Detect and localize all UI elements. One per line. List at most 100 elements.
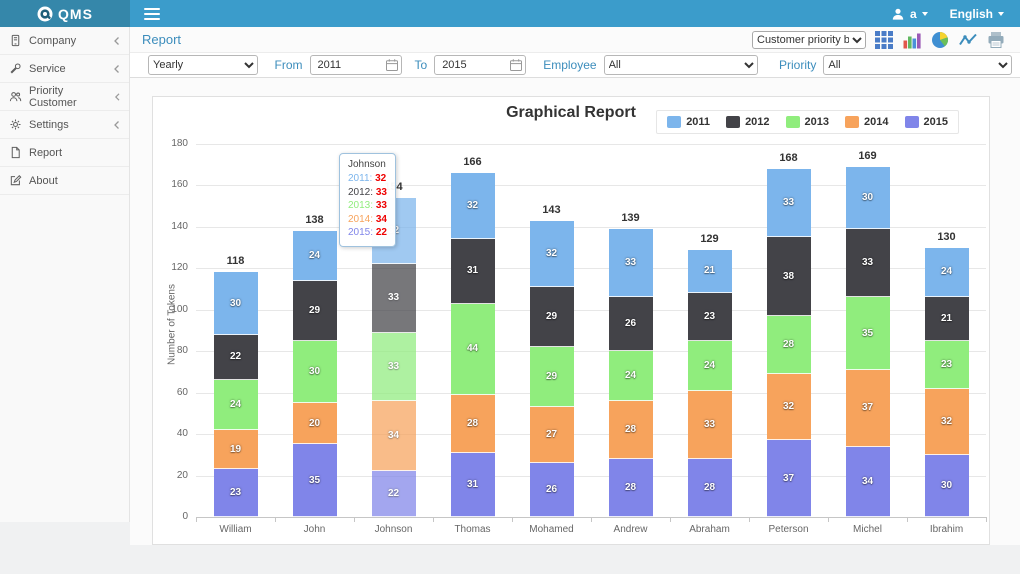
bar-segment-2013-michel[interactable]: 35 [846, 297, 890, 370]
legend-item-2011[interactable]: 2011 [667, 116, 710, 128]
legend-item-2014[interactable]: 2014 [845, 116, 888, 128]
bar-segment-2013-ibrahim[interactable]: 23 [925, 341, 969, 389]
bar-segment-2012-john[interactable]: 29 [293, 281, 337, 341]
from-label: From [275, 58, 303, 72]
legend-item-2012[interactable]: 2012 [726, 116, 769, 128]
bar-segment-2014-william[interactable]: 19 [214, 430, 258, 469]
bar-segment-2014-andrew[interactable]: 28 [609, 401, 653, 459]
sidebar-item-priority-customer[interactable]: Priority Customer [0, 83, 129, 111]
pie-chart-view-icon[interactable] [929, 29, 950, 50]
bar-segment-2011-abraham[interactable]: 21 [688, 250, 732, 294]
chevron-left-icon [113, 120, 121, 130]
bar-segment-2015-thomas[interactable]: 31 [451, 453, 495, 517]
line-chart-view-icon[interactable] [957, 29, 978, 50]
bar-segment-2013-john[interactable]: 30 [293, 341, 337, 403]
bar-segment-2012-thomas[interactable]: 31 [451, 239, 495, 303]
user-menu[interactable]: a [891, 7, 928, 21]
bar-segment-value: 32 [546, 248, 557, 259]
app-logo-text: QMS [58, 6, 93, 22]
priority-select[interactable]: All [823, 55, 1012, 75]
y-axis-tick-label: 160 [156, 179, 188, 190]
bar-segment-2012-abraham[interactable]: 23 [688, 293, 732, 341]
bar-segment-2015-johnson[interactable]: 22 [372, 471, 416, 517]
bar-segment-2013-abraham[interactable]: 24 [688, 341, 732, 391]
breadcrumb[interactable]: Report [142, 32, 181, 47]
bar-total-label: 169 [828, 150, 907, 162]
y-axis-tick-label: 0 [156, 511, 188, 522]
bar-segment-2014-ibrahim[interactable]: 32 [925, 389, 969, 455]
sidebar-item-service[interactable]: Service [0, 55, 129, 83]
bar-segment-2014-michel[interactable]: 37 [846, 370, 890, 447]
bar-segment-2011-peterson[interactable]: 33 [767, 169, 811, 237]
sidebar-item-company[interactable]: Company [0, 27, 129, 55]
bar-segment-2012-william[interactable]: 22 [214, 335, 258, 381]
bar-segment-2011-william[interactable]: 30 [214, 272, 258, 334]
sidebar-item-label: Report [29, 147, 62, 159]
y-axis-title: Number of Tokens [167, 270, 178, 380]
bar-segment-2013-johnson[interactable]: 33 [372, 333, 416, 401]
bar-segment-2013-andrew[interactable]: 24 [609, 351, 653, 401]
legend-label: 2014 [864, 116, 888, 128]
bar-segment-2012-andrew[interactable]: 26 [609, 297, 653, 351]
bar-segment-2014-thomas[interactable]: 28 [451, 395, 495, 453]
bar-segment-2015-ibrahim[interactable]: 30 [925, 455, 969, 517]
bar-segment-2012-ibrahim[interactable]: 21 [925, 297, 969, 341]
bar-total-label: 139 [591, 212, 670, 224]
bar-segment-2014-john[interactable]: 20 [293, 403, 337, 444]
bar-segment-2014-abraham[interactable]: 33 [688, 391, 732, 459]
sidebar-item-settings[interactable]: Settings [0, 111, 129, 139]
report-view-select[interactable]: Customer priority based [752, 31, 866, 49]
bar-segment-value: 23 [704, 311, 715, 322]
priority-customer-icon [9, 90, 22, 103]
bar-segment-value: 24 [230, 399, 241, 410]
bar-segment-2013-mohamed[interactable]: 29 [530, 347, 574, 407]
bar-segment-value: 24 [625, 370, 636, 381]
table-view-icon[interactable] [873, 29, 894, 50]
bar-segment-2013-peterson[interactable]: 28 [767, 316, 811, 374]
bar-segment-2012-johnson[interactable]: 33 [372, 264, 416, 332]
legend-item-2015[interactable]: 2015 [905, 116, 948, 128]
employee-select[interactable]: All [604, 55, 758, 75]
bar-segment-2013-william[interactable]: 24 [214, 380, 258, 430]
bar-segment-2011-mohamed[interactable]: 32 [530, 221, 574, 287]
legend-item-2013[interactable]: 2013 [786, 116, 829, 128]
period-select[interactable]: Yearly [148, 55, 258, 75]
bar-segment-2015-mohamed[interactable]: 26 [530, 463, 574, 517]
bar-segment-2015-michel[interactable]: 34 [846, 447, 890, 517]
bar-segment-2012-peterson[interactable]: 38 [767, 237, 811, 316]
bar-segment-2011-john[interactable]: 24 [293, 231, 337, 281]
print-icon[interactable] [985, 29, 1006, 50]
bar-segment-2015-andrew[interactable]: 28 [609, 459, 653, 517]
bar-segment-value: 30 [941, 480, 952, 491]
bar-segment-2011-ibrahim[interactable]: 24 [925, 248, 969, 298]
bar-segment-2015-john[interactable]: 35 [293, 444, 337, 517]
bar-segment-2011-michel[interactable]: 30 [846, 167, 890, 229]
x-axis-tick [591, 517, 592, 522]
bar-segment-2015-peterson[interactable]: 37 [767, 440, 811, 517]
legend-swatch [905, 116, 919, 128]
bar-segment-2015-abraham[interactable]: 28 [688, 459, 732, 517]
sidebar-item-label: Priority Customer [29, 85, 107, 109]
sidebar-item-report[interactable]: Report [0, 139, 129, 167]
bar-segment-value: 34 [388, 430, 399, 441]
bar-chart-view-icon[interactable] [901, 29, 922, 50]
bar-segment-value: 24 [941, 266, 952, 277]
bar-segment-value: 22 [230, 351, 241, 362]
x-axis-category-label: Michel [828, 524, 907, 535]
bar-segment-2011-thomas[interactable]: 32 [451, 173, 495, 239]
language-menu[interactable]: English [950, 7, 1004, 21]
tooltip-row: 2014: 34 [348, 213, 387, 227]
bar-segment-2013-thomas[interactable]: 44 [451, 304, 495, 395]
sidebar-item-about[interactable]: About [0, 167, 129, 195]
bar-segment-2014-mohamed[interactable]: 27 [530, 407, 574, 463]
bar-segment-2012-michel[interactable]: 33 [846, 229, 890, 297]
bar-segment-2011-andrew[interactable]: 33 [609, 229, 653, 297]
sidebar-toggle-button[interactable] [144, 8, 160, 20]
bar-segment-2014-johnson[interactable]: 34 [372, 401, 416, 471]
user-icon [891, 7, 905, 21]
bar-segment-2015-william[interactable]: 23 [214, 469, 258, 517]
calendar-icon[interactable] [385, 58, 399, 72]
calendar-icon[interactable] [509, 58, 523, 72]
bar-segment-2012-mohamed[interactable]: 29 [530, 287, 574, 347]
bar-segment-2014-peterson[interactable]: 32 [767, 374, 811, 440]
